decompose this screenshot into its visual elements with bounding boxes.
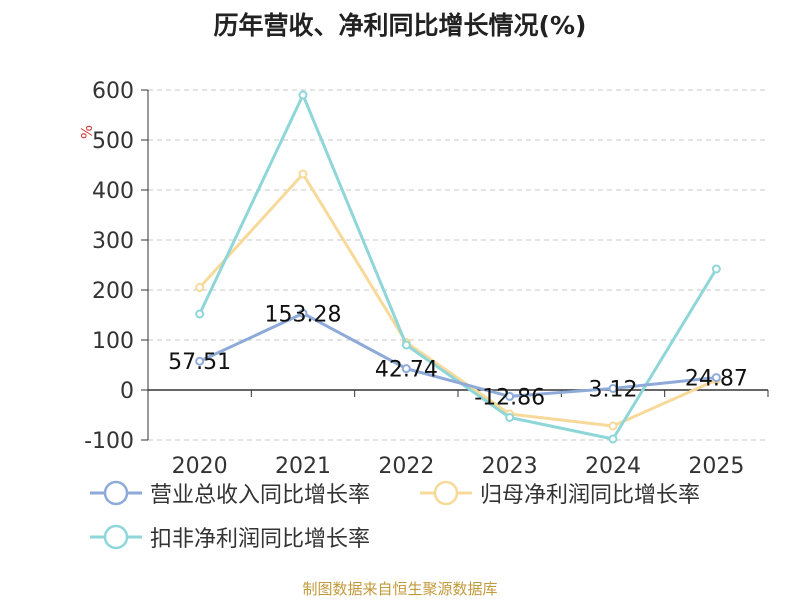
legend-item[interactable]: 营业总收入同比增长率 bbox=[90, 476, 370, 510]
data-label: 153.28 bbox=[265, 302, 342, 327]
data-point bbox=[711, 264, 721, 274]
data-point bbox=[608, 383, 618, 393]
data-point bbox=[195, 309, 205, 319]
data-label: 3.12 bbox=[589, 377, 638, 402]
legend-item[interactable]: 归母净利润同比增长率 bbox=[420, 476, 700, 510]
data-point bbox=[505, 413, 515, 422]
x-tick-label: 2020 bbox=[172, 454, 228, 479]
axis-layer: -100 0 100 200 300 400 500 600% 2020 2021 2022 2023… bbox=[78, 79, 769, 479]
x-tick-label: 2022 bbox=[378, 454, 434, 479]
data-label: 57.51 bbox=[168, 350, 231, 375]
data-point bbox=[195, 356, 205, 366]
x-tick-label: 2025 bbox=[688, 454, 744, 479]
x-tick-label: 2024 bbox=[585, 454, 641, 479]
grid-layer bbox=[148, 89, 768, 441]
source-note: 制图数据来自恒生聚源数据库 bbox=[302, 580, 498, 598]
x-tick-label: 2023 bbox=[482, 454, 538, 479]
y-tick-label: -100 bbox=[84, 429, 134, 454]
legend-swatch-icon bbox=[90, 480, 142, 506]
data-label-layer: 57.51 153.28 42.74 -12.86 3.12 24.87 bbox=[168, 302, 748, 410]
chart-title: 历年营收、净利同比增长情况(%) bbox=[213, 11, 587, 40]
legend-swatch-icon bbox=[90, 524, 142, 550]
y-tick-label: 300 bbox=[92, 229, 134, 254]
y-tick-label: 500 bbox=[92, 129, 134, 154]
y-tick-label: 100 bbox=[92, 329, 134, 354]
series-line bbox=[198, 172, 717, 428]
x-tick-label: 2021 bbox=[275, 454, 331, 479]
data-point bbox=[401, 340, 411, 350]
series-layer bbox=[195, 90, 721, 444]
series-line bbox=[198, 93, 718, 441]
legend-item[interactable]: 扣非净利润同比增长率 bbox=[90, 520, 370, 554]
data-point bbox=[401, 364, 411, 374]
data-label: 42.74 bbox=[375, 358, 438, 383]
data-point bbox=[298, 308, 308, 318]
data-label: -12.86 bbox=[474, 385, 545, 410]
data-point bbox=[298, 90, 308, 100]
y-axis-label: % bbox=[78, 125, 96, 139]
y-tick-label: 400 bbox=[92, 179, 134, 204]
data-point bbox=[608, 421, 618, 431]
legend-label: 归母净利润同比增长率 bbox=[480, 483, 701, 508]
y-tick-label: 600 bbox=[92, 79, 134, 104]
legend-swatch-icon bbox=[420, 480, 472, 506]
y-tick-label: 0 bbox=[120, 379, 134, 404]
legend-label: 营业总收入同比增长率 bbox=[150, 483, 371, 508]
data-point bbox=[608, 434, 618, 444]
data-point bbox=[195, 283, 205, 292]
data-label: 24.87 bbox=[685, 367, 748, 392]
y-tick-label: 200 bbox=[92, 279, 134, 304]
data-point bbox=[298, 169, 308, 179]
data-point bbox=[505, 391, 515, 401]
data-point bbox=[711, 373, 721, 383]
legend-label: 扣非净利润同比增长率 bbox=[150, 527, 371, 552]
series-line bbox=[199, 311, 717, 398]
